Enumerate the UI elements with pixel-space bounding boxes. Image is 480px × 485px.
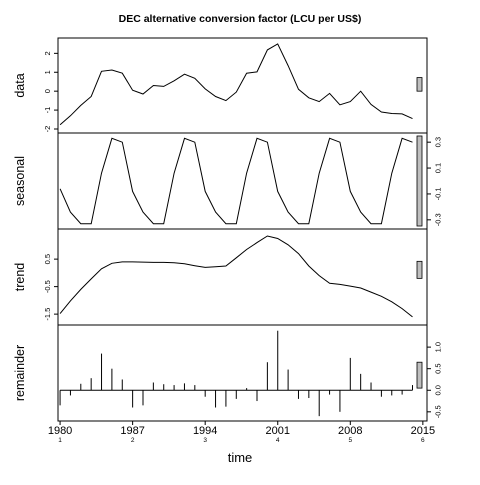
panels: -2 -1 0 1 2 data -0.3 -0.1 0.1 0.3 seasonal -1.5 -0.… (13, 38, 443, 421)
data-y-tick-label: -1 (43, 107, 52, 114)
trend-axis-label: trend (13, 263, 27, 292)
seasonal-axis-label: seasonal (13, 156, 27, 206)
trend-y-tick-label: -1.5 (43, 308, 52, 321)
seasonal-range-bar (417, 136, 422, 226)
x-tick-label: 2001 (265, 425, 289, 437)
data-y-tick-label: 1 (43, 70, 52, 74)
x-tick-period-label: 2 (131, 437, 135, 444)
x-tick-period-label: 6 (421, 437, 425, 444)
remainder-y-tick-label: 0.0 (434, 385, 443, 395)
seasonal-y-tick-label: -0.1 (434, 187, 443, 200)
trend-y-tick-label: 0.5 (43, 254, 52, 264)
seasonal-y-tick-label: -0.3 (434, 213, 443, 226)
seasonal-y-tick-label: 0.3 (434, 137, 443, 147)
seasonal-panel-frame (58, 133, 427, 229)
data-y-tick-label: 2 (43, 51, 52, 55)
remainder-y-tick-label: 0.5 (434, 363, 443, 373)
data-y-tick-label: 0 (43, 89, 52, 93)
data-y-tick-label: -2 (43, 126, 52, 133)
x-axis-label: time (228, 450, 253, 465)
x-tick-label: 1994 (193, 425, 217, 437)
data-axis-label: data (13, 73, 27, 97)
trend-series-line (60, 236, 412, 317)
data-series-line (60, 44, 412, 125)
remainder-range-bar (417, 362, 422, 388)
panel-seasonal: -0.3 -0.1 0.1 0.3 seasonal (13, 133, 443, 229)
remainder-axis-label: remainder (13, 345, 27, 401)
x-tick-period-label: 3 (203, 437, 207, 444)
x-tick-label: 1987 (120, 425, 144, 437)
panel-trend: -1.5 -0.5 0.5 trend (13, 229, 427, 325)
x-tick-period-label: 1 (58, 437, 62, 444)
seasonal-y-tick-label: 0.1 (434, 163, 443, 173)
chart-title: DEC alternative conversion factor (LCU p… (119, 13, 362, 25)
panel-remainder: -0.5 0.0 0.5 1.0 remainder (13, 325, 443, 421)
remainder-y-tick-label: 1.0 (434, 342, 443, 352)
trend-y-tick-label: -0.5 (43, 280, 52, 293)
data-panel-frame (58, 38, 427, 133)
trend-range-bar (417, 261, 422, 278)
data-range-bar (417, 78, 422, 92)
trend-panel-frame (58, 229, 427, 325)
x-tick-label: 2015 (411, 425, 435, 437)
x-tick-period-label: 5 (348, 437, 352, 444)
remainder-panel-frame (58, 325, 427, 421)
remainder-y-tick-label: -0.5 (434, 405, 443, 418)
panel-data: -2 -1 0 1 2 data (13, 38, 427, 133)
x-tick-label: 1980 (48, 425, 72, 437)
x-tick-period-label: 4 (276, 437, 280, 444)
seasonal-series-line (60, 138, 412, 223)
x-tick-label: 2008 (338, 425, 362, 437)
